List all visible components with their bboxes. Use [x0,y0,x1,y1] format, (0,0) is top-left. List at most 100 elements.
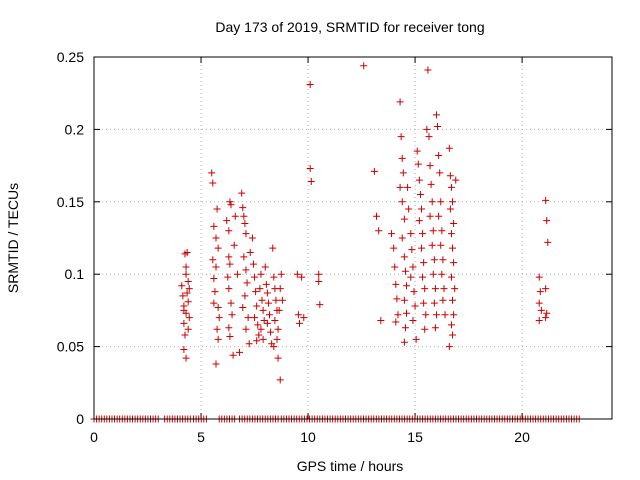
data-point [415,217,423,225]
data-point [225,253,233,261]
data-point [388,230,396,238]
data-point [427,180,435,188]
x-tick-label: 5 [197,429,205,445]
data-point [180,306,188,314]
data-point [240,253,248,261]
data-point [274,354,282,362]
data-point [446,205,454,213]
data-point [256,285,264,293]
data-point [432,111,440,119]
data-point [184,325,192,333]
data-point [241,220,249,228]
data-point [300,314,308,322]
data-point [261,263,269,271]
data-point [400,338,408,346]
data-point [432,311,440,319]
tick-layer: 0 0.05 0.1 0.15 0.2 0.25 0 5 10 15 20 [57,49,612,445]
data-point [270,273,278,281]
data-point [244,314,252,322]
data-point [266,311,274,319]
data-point [209,179,217,187]
data-point [410,288,418,296]
data-point [408,246,416,254]
data-point [535,273,543,281]
data-point [252,288,260,296]
data-point [417,205,425,213]
data-point [419,230,427,238]
y-tick-label: 0.15 [57,194,84,210]
data-point [226,198,234,206]
data-point [270,343,278,351]
data-point [542,285,550,293]
x-axis-label: GPS time / hours [297,458,404,474]
data-point [181,331,189,339]
data-point [211,288,219,296]
data-point [439,256,447,264]
data-point [225,324,233,332]
data-point [420,299,428,307]
data-point [269,244,277,252]
data-point [185,314,193,322]
y-tick-label: 0.2 [65,121,85,137]
data-point [537,306,545,314]
data-point [451,285,459,293]
data-point [316,301,324,309]
data-point [182,354,190,362]
data-point [375,227,383,235]
data-point [293,270,301,278]
data-point [226,332,234,340]
data-point [398,154,406,162]
data-point [434,123,442,131]
data-point [447,321,455,329]
data-point [248,234,256,242]
data-point [397,133,405,141]
data-point [243,279,251,287]
data-point [306,164,314,172]
data-point [271,317,279,325]
data-point [437,198,445,206]
data-point [258,296,266,304]
data-point [278,296,286,304]
data-point [253,302,261,310]
data-point [298,273,306,281]
data-point [450,220,458,228]
data-point [396,183,404,191]
data-point [407,230,415,238]
data-point [438,270,446,278]
data-point [435,151,443,159]
data-point [437,241,445,249]
data-point [264,299,272,307]
data-point [276,285,284,293]
data-point [214,335,222,343]
data-point [210,275,218,283]
data-point [377,317,385,325]
data-point [449,244,457,252]
points-layer [90,62,583,423]
data-point [417,244,425,252]
data-point [446,172,454,180]
data-point [181,250,189,258]
data-point [228,311,236,319]
data-point [274,325,282,333]
data-point [210,222,218,230]
data-point [400,296,408,304]
y-tick-label: 0.1 [65,266,85,282]
data-point [449,296,457,304]
data-point [403,282,411,290]
data-point [438,227,446,235]
data-point [230,241,238,249]
data-point [215,314,223,322]
x-tick-label: 10 [300,429,316,445]
data-point [370,167,378,175]
data-point [426,212,434,220]
data-point [401,267,409,275]
data-point [421,325,429,333]
data-point [373,212,381,220]
data-point [251,273,259,281]
data-point [179,292,187,300]
data-point [212,360,220,368]
data-point [436,169,444,177]
data-point [180,319,188,327]
data-point [253,337,261,345]
data-point [315,277,323,285]
